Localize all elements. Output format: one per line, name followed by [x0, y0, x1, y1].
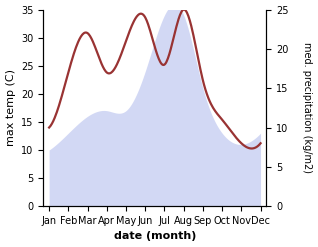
Y-axis label: max temp (C): max temp (C) — [5, 69, 16, 146]
X-axis label: date (month): date (month) — [114, 231, 196, 242]
Y-axis label: med. precipitation (kg/m2): med. precipitation (kg/m2) — [302, 42, 313, 173]
